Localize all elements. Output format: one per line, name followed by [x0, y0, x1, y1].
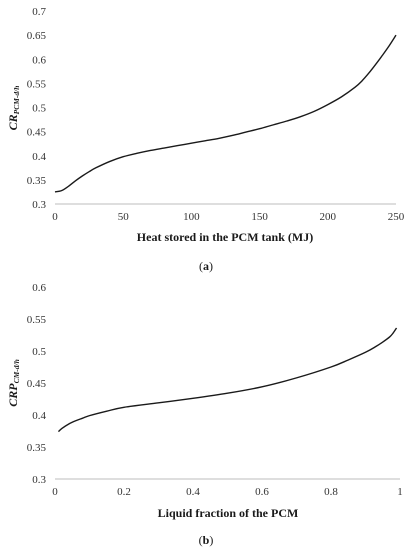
x-tick-label-a-3: 150 [251, 211, 268, 223]
x-tick-label-a-2: 100 [183, 211, 200, 223]
x-tick-label-b-4: 0.8 [324, 486, 338, 498]
chart-panel-a: 0.3 0.35 0.4 0.45 0.5 0.55 0.6 0.65 0.7 0 50 100 15… [6, 6, 405, 273]
y-tick-label-b-2: 0.4 [32, 410, 46, 422]
y-axis-label-b: CRPCM-d/h [6, 359, 21, 407]
x-axis-label-a: Heat stored in the PCM tank (MJ) [137, 230, 313, 244]
y-tick-label-b-6: 0.6 [32, 282, 46, 294]
chart-panel-b: 0.30.350.40.450.50.550.6 0 0.2 0.4 0.6 0.8 1 … [6, 282, 403, 547]
y-tick-labels-a: 0.3 0.35 0.4 0.45 0.5 0.55 0.6 0.65 0.7 [27, 6, 47, 211]
y-tick-label-b-0: 0.3 [32, 474, 46, 486]
x-tick-label-b-2: 0.4 [186, 486, 200, 498]
y-tick-label-b-4: 0.5 [32, 346, 46, 358]
x-tick-label-b-1: 0.2 [117, 486, 131, 498]
y-axis-label-a: CRPCM-d/h [6, 86, 21, 131]
x-tick-label-b-0: 0 [52, 486, 58, 498]
y-tick-label-a-2: 0.4 [32, 151, 46, 163]
x-tick-label-a-5: 250 [388, 211, 405, 223]
y-tick-label-b-3: 0.45 [27, 378, 47, 390]
y-tick-label-a-8: 0.7 [32, 6, 46, 18]
y-tick-label-a-1: 0.35 [27, 175, 47, 187]
panel-label-b: (b) [199, 533, 214, 547]
x-tick-label-b-5: 1 [397, 486, 403, 498]
panel-label-a: (a) [199, 259, 213, 273]
data-series-line-a [54, 34, 397, 193]
x-tick-labels-a: 0 50 100 150 200 250 [52, 211, 405, 223]
y-tick-label-a-0: 0.3 [32, 199, 46, 211]
x-tick-labels-b: 0 0.2 0.4 0.6 0.8 1 [52, 486, 403, 498]
data-series-line-b [57, 327, 398, 433]
x-tick-label-a-1: 50 [118, 211, 130, 223]
y-tick-label-b-1: 0.35 [27, 442, 47, 454]
y-tick-labels-b: 0.3 0.35 0.4 0.45 0.5 0.55 0.6 [27, 282, 47, 486]
y-tick-label-a-4: 0.5 [32, 103, 46, 115]
x-tick-label-a-0: 0 [52, 211, 58, 223]
y-tick-label-a-7: 0.65 [27, 30, 47, 42]
y-tick-label-a-6: 0.6 [32, 54, 46, 66]
x-tick-label-a-4: 200 [320, 211, 337, 223]
x-tick-label-b-3: 0.6 [255, 486, 269, 498]
y-tick-label-b-5: 0.55 [27, 314, 47, 326]
x-axis-label-b: Liquid fraction of the PCM [158, 506, 299, 520]
y-tick-label-a-3: 0.45 [27, 127, 47, 139]
y-tick-label-a-5: 0.55 [27, 78, 47, 90]
